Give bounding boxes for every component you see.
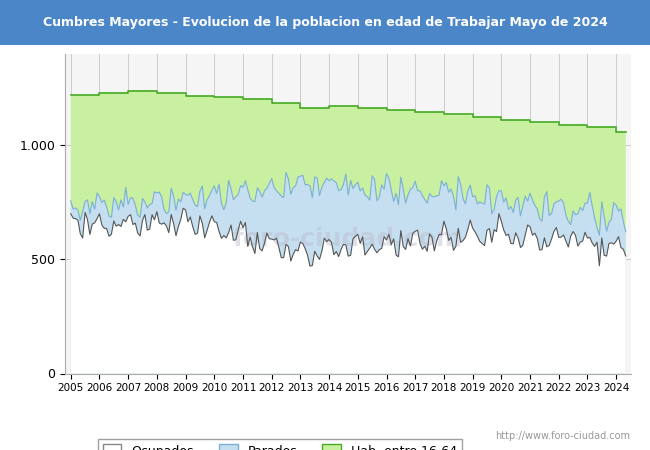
Text: Cumbres Mayores - Evolucion de la poblacion en edad de Trabajar Mayo de 2024: Cumbres Mayores - Evolucion de la poblac… bbox=[43, 16, 607, 29]
Text: foro-ciudad.com: foro-ciudad.com bbox=[233, 227, 463, 251]
Legend: Ocupados, Parados, Hab. entre 16-64: Ocupados, Parados, Hab. entre 16-64 bbox=[98, 440, 462, 450]
Text: http://www.foro-ciudad.com: http://www.foro-ciudad.com bbox=[495, 431, 630, 441]
